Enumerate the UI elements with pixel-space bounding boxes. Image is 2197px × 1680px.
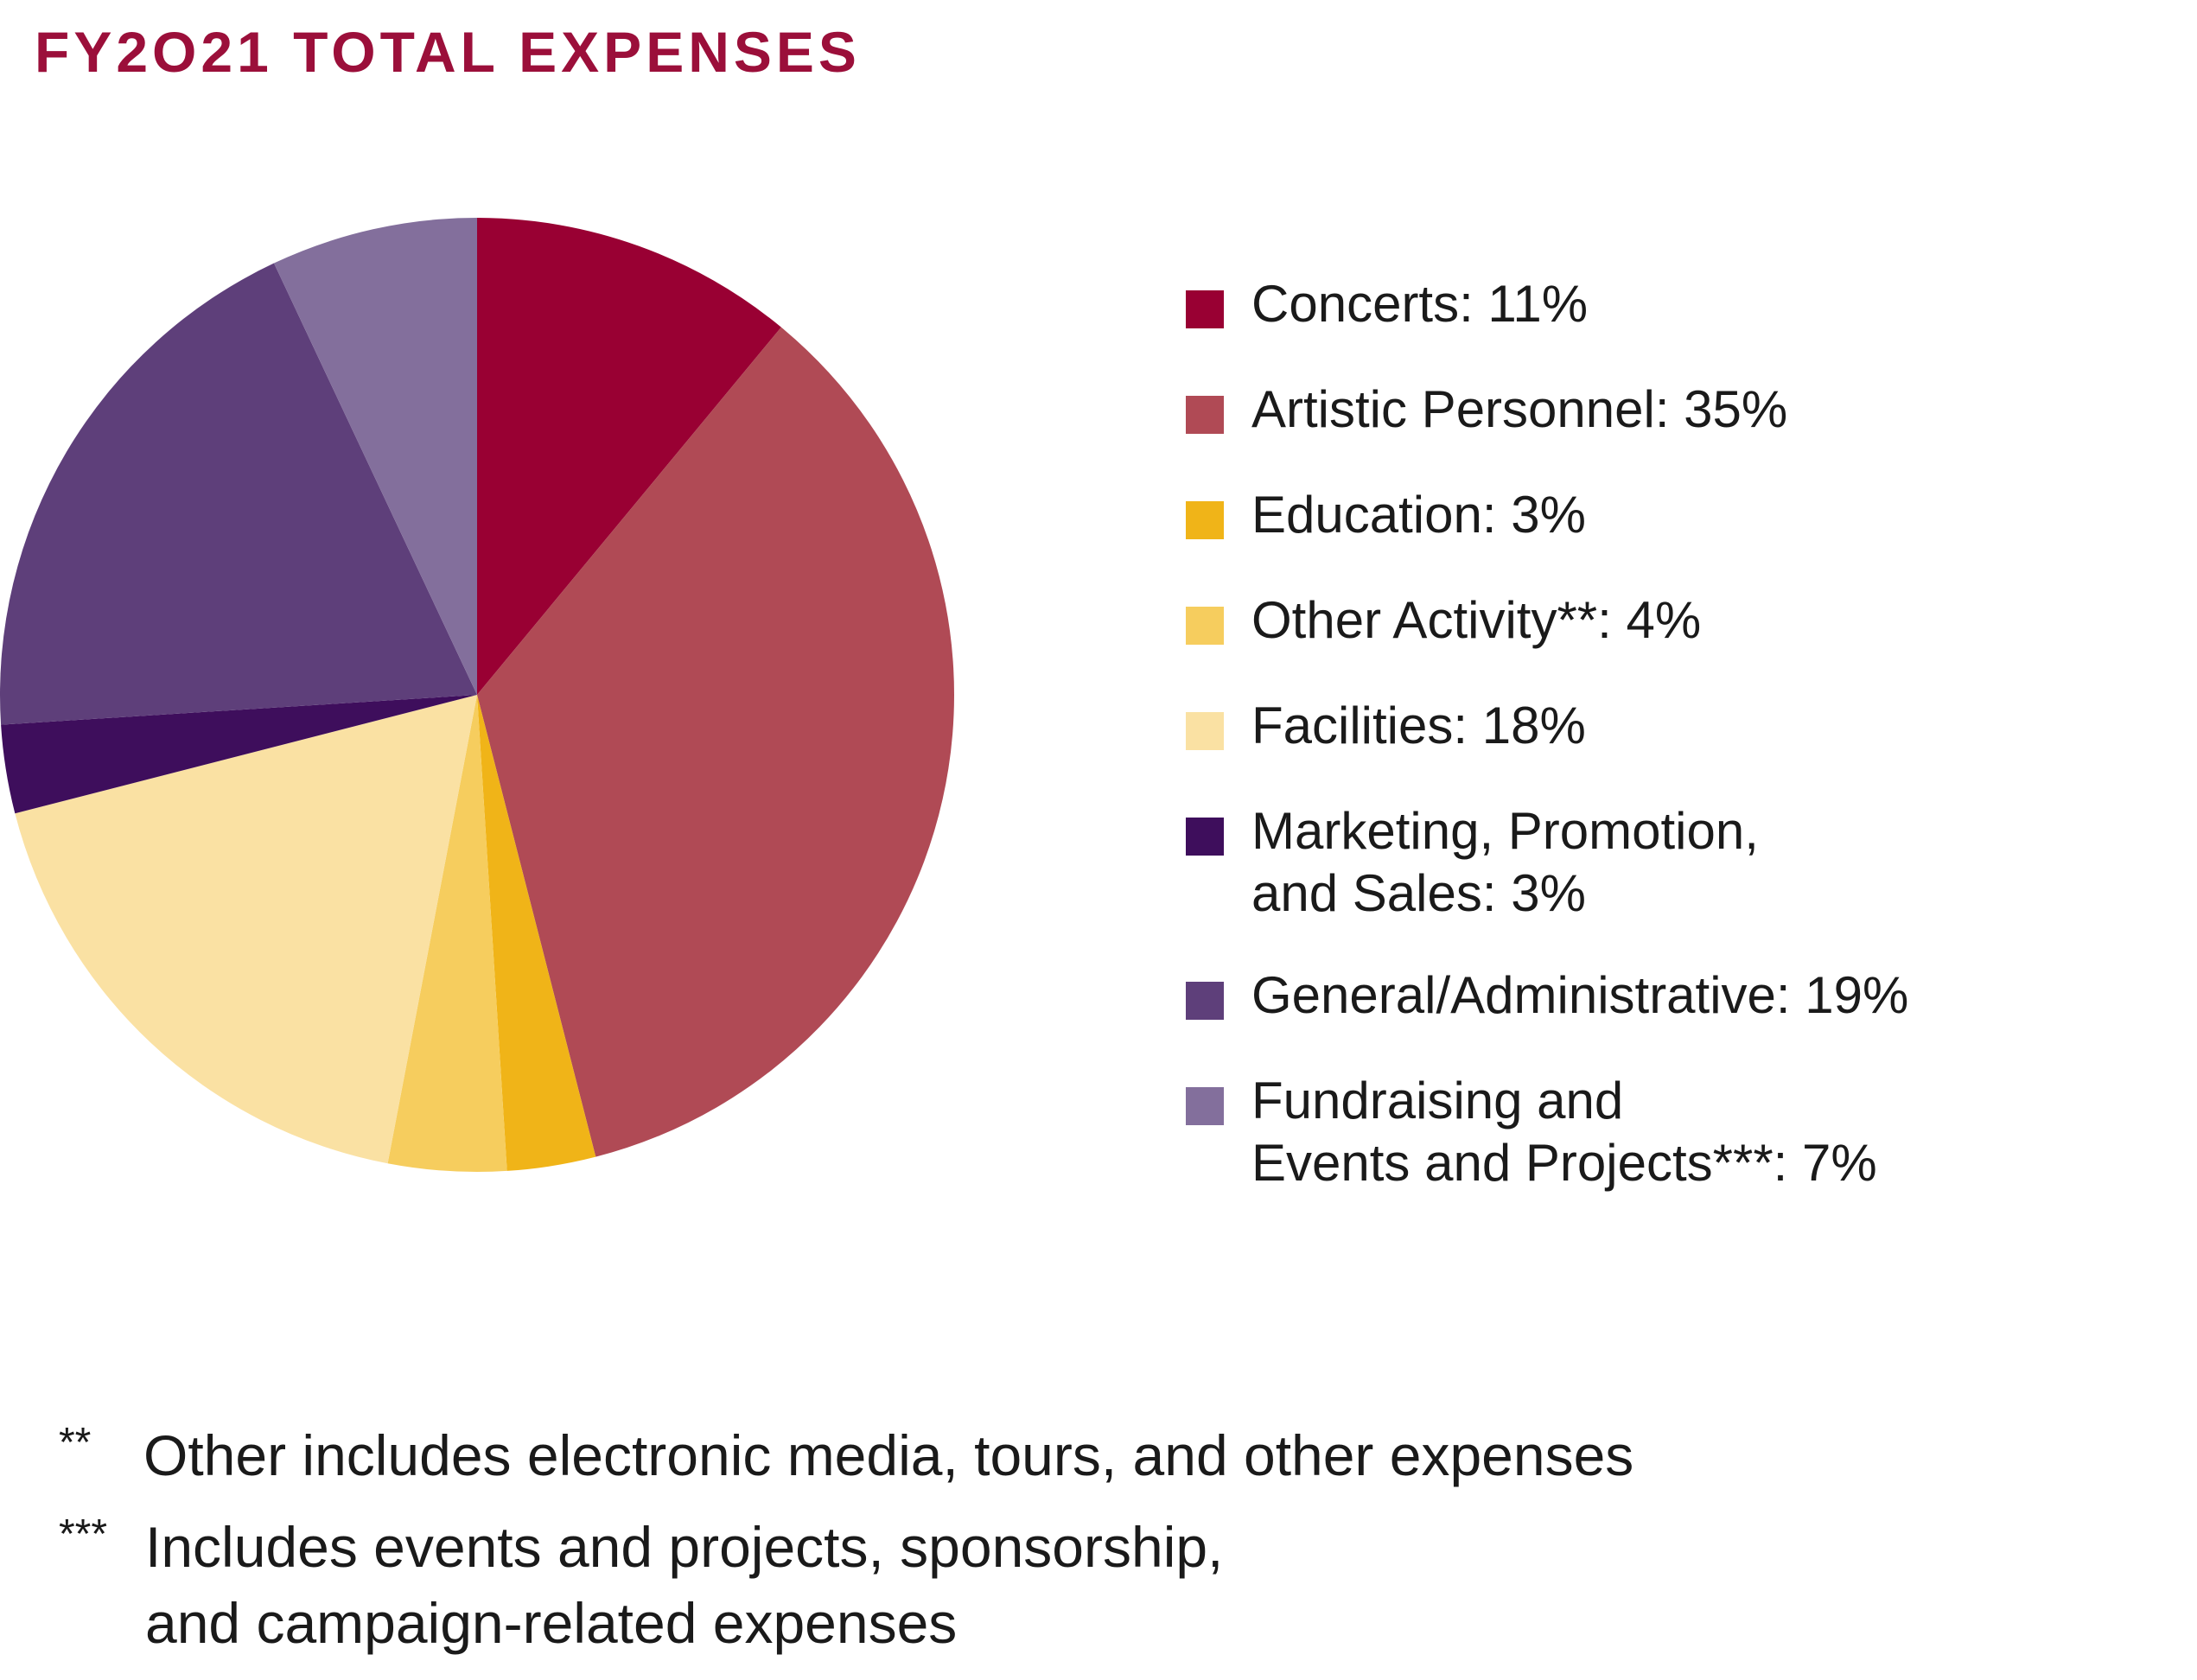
legend-label: Concerts: 11% <box>1251 275 1589 333</box>
chart-title: FY2O21 TOTAL EXPENSES <box>35 20 861 84</box>
footnote-text: Other includes electronic media, tours, … <box>143 1423 1634 1487</box>
legend-item-5: Marketing, Promotion, and Sales: 3% <box>1186 800 1759 925</box>
legend-label: Other Activity**: 4% <box>1251 591 1702 649</box>
footnote-mark: *** <box>59 1511 108 1557</box>
legend-swatch <box>1186 501 1224 539</box>
legend-label: General/Administrative: 19% <box>1251 966 1909 1024</box>
legend-label: Education: 3% <box>1251 486 1586 544</box>
pie-slice-0 <box>477 218 781 695</box>
pie-slice-4 <box>15 695 477 1164</box>
pie-slice-2 <box>477 695 596 1171</box>
pie-slice-1 <box>477 327 955 1157</box>
pie-slice-6 <box>0 263 477 725</box>
legend-swatch <box>1186 290 1224 328</box>
legend-swatch <box>1186 607 1224 645</box>
footnote-fundraising: *** Includes events and projects, sponso… <box>59 1509 1633 1661</box>
legend-item-4: Facilities: 18% <box>1186 695 1586 757</box>
legend-item-0: Concerts: 11% <box>1186 273 1588 335</box>
footnotes: ** Other includes electronic media, tour… <box>59 1417 1633 1661</box>
legend-swatch <box>1186 396 1224 434</box>
legend-item-1: Artistic Personnel: 35% <box>1186 379 1787 441</box>
legend-label: Fundraising and Events and Projects***: … <box>1251 1072 1877 1192</box>
legend-swatch <box>1186 712 1224 750</box>
legend-label: Marketing, Promotion, and Sales: 3% <box>1251 802 1759 922</box>
pie-slice-5 <box>1 695 478 814</box>
legend-swatch <box>1186 1087 1224 1125</box>
legend-item-2: Education: 3% <box>1186 484 1586 546</box>
footnote-mark: ** <box>59 1420 92 1466</box>
pie-slice-7 <box>273 218 477 695</box>
footnote-text: Includes events and projects, sponsorshi… <box>145 1515 1224 1655</box>
legend-label: Facilities: 18% <box>1251 697 1586 754</box>
legend-swatch <box>1186 982 1224 1020</box>
legend-item-6: General/Administrative: 19% <box>1186 964 1908 1027</box>
legend-label: Artistic Personnel: 35% <box>1251 380 1788 438</box>
legend-item-3: Other Activity**: 4% <box>1186 589 1701 652</box>
footnote-other: ** Other includes electronic media, tour… <box>59 1417 1633 1493</box>
pie-slice-3 <box>387 695 507 1172</box>
legend-item-7: Fundraising and Events and Projects***: … <box>1186 1070 1877 1194</box>
legend-swatch <box>1186 818 1224 856</box>
